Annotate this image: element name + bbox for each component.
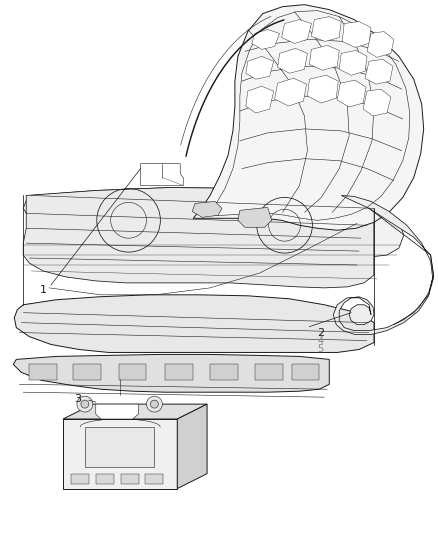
Text: 3: 3	[74, 394, 81, 404]
Polygon shape	[165, 365, 193, 380]
Polygon shape	[63, 404, 207, 419]
Circle shape	[150, 400, 159, 408]
Polygon shape	[255, 365, 283, 380]
Polygon shape	[339, 51, 367, 75]
Polygon shape	[337, 80, 366, 107]
Polygon shape	[307, 75, 338, 103]
Polygon shape	[73, 365, 101, 380]
Polygon shape	[246, 86, 274, 113]
Polygon shape	[333, 196, 434, 335]
Polygon shape	[145, 474, 163, 483]
Circle shape	[81, 400, 89, 408]
Text: 2: 2	[318, 328, 325, 337]
Polygon shape	[342, 21, 371, 47]
Polygon shape	[275, 78, 307, 106]
Polygon shape	[309, 45, 339, 70]
Circle shape	[77, 396, 93, 412]
Polygon shape	[363, 89, 391, 116]
Polygon shape	[311, 17, 341, 42]
Polygon shape	[367, 31, 394, 58]
Polygon shape	[13, 354, 329, 392]
Polygon shape	[14, 295, 374, 352]
Polygon shape	[141, 164, 183, 185]
Polygon shape	[292, 365, 319, 380]
Polygon shape	[192, 201, 222, 217]
Polygon shape	[96, 404, 138, 419]
Polygon shape	[119, 365, 146, 380]
Text: 4: 4	[318, 336, 324, 345]
Polygon shape	[23, 188, 404, 257]
Polygon shape	[23, 188, 374, 288]
Polygon shape	[85, 427, 155, 467]
Polygon shape	[29, 365, 57, 380]
Polygon shape	[210, 365, 238, 380]
Polygon shape	[365, 59, 393, 84]
Polygon shape	[177, 404, 207, 489]
Polygon shape	[282, 20, 311, 43]
Polygon shape	[71, 474, 89, 483]
Polygon shape	[120, 474, 138, 483]
Polygon shape	[63, 419, 177, 489]
Polygon shape	[96, 474, 114, 483]
Polygon shape	[252, 29, 279, 50]
Polygon shape	[193, 5, 424, 230]
Text: 5: 5	[318, 344, 324, 354]
Text: 1: 1	[39, 285, 46, 295]
Polygon shape	[238, 207, 272, 227]
Circle shape	[146, 396, 162, 412]
Polygon shape	[278, 49, 307, 73]
Polygon shape	[246, 56, 274, 79]
